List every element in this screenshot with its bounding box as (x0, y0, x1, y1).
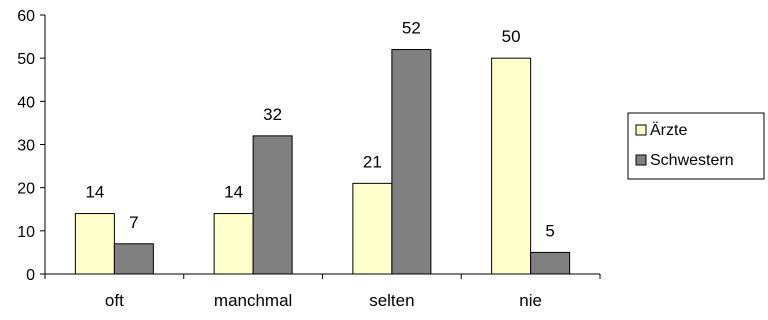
data-label: 14 (224, 183, 243, 202)
bar-aerzte-1 (213, 213, 254, 275)
x-category-label: nie (519, 291, 542, 310)
y-tick-label: 40 (17, 94, 35, 111)
legend: Ärzte Schwestern (627, 112, 765, 180)
bar-aerzte-3 (491, 57, 532, 275)
x-category-label: selten (369, 291, 414, 310)
legend-label: Schwestern (650, 152, 734, 169)
y-tick-label: 0 (26, 267, 35, 284)
data-label: 52 (402, 19, 421, 38)
bars (74, 49, 571, 275)
bar-schwestern-0 (113, 243, 154, 275)
category-labels: oft manchmal selten nie (105, 291, 542, 310)
bar-schwestern-3 (530, 251, 571, 275)
x-category-label: manchmal (214, 291, 292, 310)
axes (44, 15, 601, 279)
legend-box (627, 112, 765, 180)
y-tick-label: 60 (17, 8, 35, 25)
data-label: 5 (545, 221, 554, 240)
bar-schwestern-2 (391, 49, 432, 275)
data-label: 14 (85, 183, 104, 202)
y-tick-label: 50 (17, 51, 35, 68)
data-label: 21 (363, 152, 382, 171)
legend-swatch (635, 124, 647, 136)
data-label: 32 (263, 105, 282, 124)
data-label: 7 (129, 213, 138, 232)
data-labels: 14 7 14 32 21 52 50 5 (85, 19, 554, 241)
x-category-label: oft (105, 291, 124, 310)
y-axis-ticks: 0 10 20 30 40 50 60 (17, 8, 45, 284)
bar-schwestern-1 (252, 135, 293, 275)
legend-label: Ärzte (650, 121, 687, 139)
legend-swatch (635, 154, 647, 166)
bar-aerzte-2 (352, 182, 393, 275)
data-label: 50 (502, 27, 521, 46)
y-tick-label: 20 (17, 181, 35, 198)
y-tick-label: 30 (17, 138, 35, 155)
y-tick-label: 10 (17, 224, 35, 241)
bar-aerzte-0 (74, 213, 115, 275)
